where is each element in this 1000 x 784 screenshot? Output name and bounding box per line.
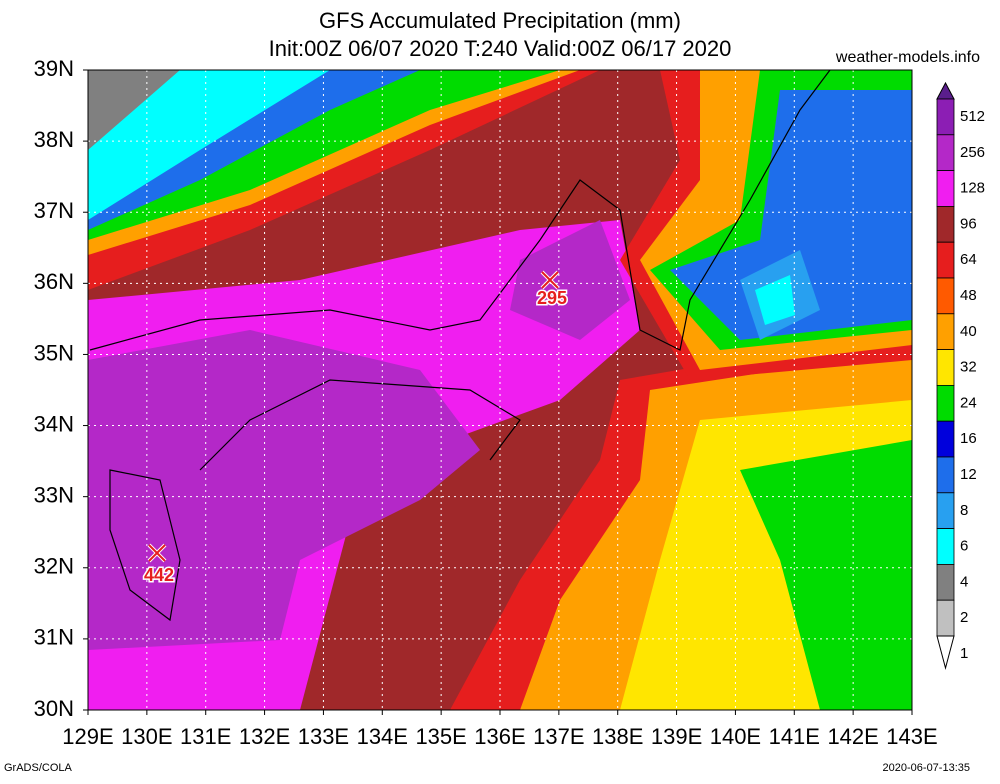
colorbar-box bbox=[936, 277, 955, 315]
colorbar-label: 256 bbox=[960, 144, 985, 161]
colorbar-box bbox=[936, 134, 955, 172]
max-label: 442 bbox=[144, 565, 174, 585]
x-label: 141E bbox=[769, 724, 820, 749]
colorbar-cap bbox=[936, 635, 955, 670]
colorbar-label: 64 bbox=[960, 251, 977, 268]
x-label: 133E bbox=[298, 724, 349, 749]
x-label: 137E bbox=[533, 724, 584, 749]
colorbar-label: 40 bbox=[960, 323, 977, 340]
colorbar-box bbox=[936, 170, 955, 207]
x-label: 129E bbox=[62, 724, 113, 749]
y-label: 36N bbox=[34, 269, 74, 294]
colorbar-box bbox=[936, 313, 955, 350]
colorbar-box bbox=[936, 456, 955, 494]
y-label: 32N bbox=[34, 554, 74, 579]
y-label: 38N bbox=[34, 127, 74, 152]
y-label: 31N bbox=[34, 625, 74, 650]
y-label: 34N bbox=[34, 411, 74, 436]
colorbar-label: 32 bbox=[960, 359, 977, 376]
source: weather-models.info bbox=[835, 49, 980, 66]
graticule bbox=[88, 70, 912, 710]
max-marker bbox=[148, 544, 166, 562]
colorbar-box bbox=[936, 384, 955, 422]
x-label: 131E bbox=[180, 724, 231, 749]
colorbar-label: 8 bbox=[960, 502, 968, 519]
footer-left: GrADS/COLA bbox=[4, 762, 73, 774]
colorbar-label: 2 bbox=[960, 609, 968, 626]
colorbar-label: 1 bbox=[960, 645, 968, 662]
colorbar-cap bbox=[936, 81, 955, 100]
x-label: 136E bbox=[474, 724, 525, 749]
colorbar-label: 512 bbox=[960, 108, 985, 125]
colorbar-box bbox=[936, 420, 955, 458]
x-label: 140E bbox=[710, 724, 761, 749]
colorbar-label: 12 bbox=[960, 466, 977, 483]
y-label: 33N bbox=[34, 482, 74, 507]
colorbar-box bbox=[936, 492, 955, 529]
colorbar-label: 6 bbox=[960, 538, 968, 555]
x-label: 130E bbox=[121, 724, 172, 749]
x-label: 132E bbox=[239, 724, 290, 749]
x-label: 143E bbox=[886, 724, 937, 749]
x-label: 139E bbox=[651, 724, 702, 749]
y-label: 37N bbox=[34, 198, 74, 223]
x-label: 134E bbox=[357, 724, 408, 749]
y-label: 35N bbox=[34, 340, 74, 365]
x-label: 142E bbox=[827, 724, 878, 749]
colorbar-box bbox=[936, 564, 955, 601]
x-label: 138E bbox=[592, 724, 643, 749]
precip-field bbox=[88, 70, 912, 710]
footer-right: 2020-06-07-13:35 bbox=[883, 762, 970, 774]
colorbar-label: 48 bbox=[960, 287, 977, 304]
colorbar-box bbox=[936, 205, 955, 243]
colorbar-box bbox=[936, 241, 955, 279]
subtitle: Init:00Z 06/07 2020 T:240 Valid:00Z 06/1… bbox=[269, 36, 732, 61]
y-label: 39N bbox=[34, 56, 74, 81]
max-marker bbox=[541, 271, 559, 289]
colorbar-label: 96 bbox=[960, 215, 977, 232]
x-label: 135E bbox=[415, 724, 466, 749]
colorbar-box bbox=[936, 349, 955, 386]
y-label: 30N bbox=[34, 696, 74, 721]
colorbar-box bbox=[936, 528, 955, 565]
max-label: 295 bbox=[537, 288, 567, 308]
colorbar-box bbox=[936, 98, 955, 136]
colorbar-box bbox=[936, 599, 955, 637]
colorbar-label: 128 bbox=[960, 180, 985, 197]
colorbar-label: 24 bbox=[960, 394, 977, 411]
title: GFS Accumulated Precipitation (mm) bbox=[319, 8, 681, 33]
colorbar-label: 16 bbox=[960, 430, 977, 447]
colorbar-label: 4 bbox=[960, 573, 968, 590]
